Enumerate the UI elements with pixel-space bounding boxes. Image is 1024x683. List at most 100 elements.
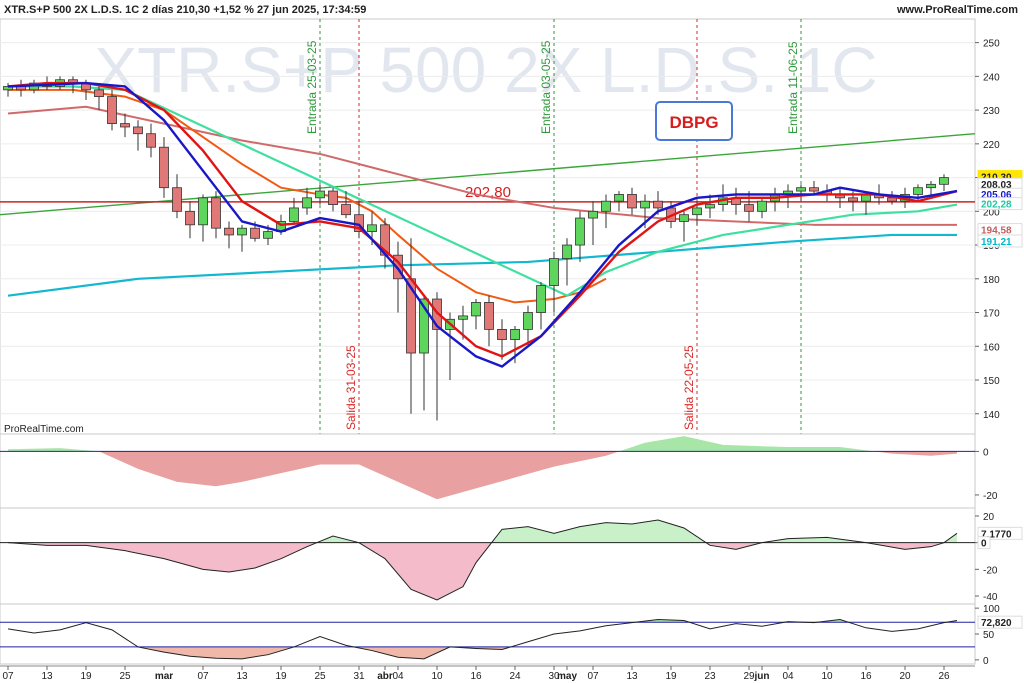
indicator-area-negative xyxy=(8,451,957,500)
indicator-line xyxy=(7,519,958,601)
candle-body[interactable] xyxy=(692,207,702,216)
dbpg-frame xyxy=(655,101,733,141)
x-axis-label: 20 xyxy=(899,671,911,682)
x-axis-label: 19 xyxy=(80,671,92,682)
price-tag-label: 202,28 xyxy=(981,200,1012,211)
candle-body[interactable] xyxy=(939,177,949,185)
candle-body[interactable] xyxy=(913,187,923,195)
candle-body[interactable] xyxy=(614,194,624,202)
candle-body[interactable] xyxy=(302,197,312,209)
indicator3-value-label: 72,820 xyxy=(981,618,1012,629)
indicator-axis-label: 50 xyxy=(983,630,995,641)
candle-body[interactable] xyxy=(315,190,325,199)
x-axis-label: 07 xyxy=(197,671,209,682)
candle-body[interactable] xyxy=(120,123,130,128)
x-axis-label: 07 xyxy=(2,671,14,682)
candle-body[interactable] xyxy=(250,227,260,239)
candle-body[interactable] xyxy=(185,210,195,226)
candle-body[interactable] xyxy=(679,214,689,222)
candle-body[interactable] xyxy=(705,204,715,209)
indicator-axis-label: -40 xyxy=(983,592,998,603)
candle-body[interactable] xyxy=(536,285,546,313)
candle-body[interactable] xyxy=(237,227,247,236)
candle-body[interactable] xyxy=(744,204,754,212)
signal-label-entrada: Entrada 03-05-25 xyxy=(539,40,553,134)
candle-body[interactable] xyxy=(406,278,416,354)
candle-body[interactable] xyxy=(497,329,507,340)
candle-body[interactable] xyxy=(328,190,338,205)
resistance-level-label: 202,80 xyxy=(465,184,511,201)
candle-body[interactable] xyxy=(653,200,663,209)
indicator-axis-label: 100 xyxy=(983,604,1000,615)
x-axis-label: mar xyxy=(155,671,173,682)
candle-body[interactable] xyxy=(549,258,559,286)
candle-body[interactable] xyxy=(263,231,273,239)
dbpg-box[interactable]: DBPG xyxy=(655,101,733,141)
candle-body[interactable] xyxy=(94,89,104,98)
candle-body[interactable] xyxy=(367,224,377,232)
candle-body[interactable] xyxy=(419,298,429,354)
candle-body[interactable] xyxy=(198,197,208,226)
ma-rose-line xyxy=(7,105,957,226)
price-axis-label: 170 xyxy=(983,309,1000,320)
price-axis-label: 250 xyxy=(983,39,1000,50)
candle-body[interactable] xyxy=(523,312,533,330)
indicator-axis-label: -20 xyxy=(983,565,998,576)
x-axis-label: 10 xyxy=(431,671,443,682)
indicator-axis-label: 0 xyxy=(983,447,989,458)
candle-body[interactable] xyxy=(926,183,936,189)
x-axis-label: 19 xyxy=(275,671,287,682)
candle-body[interactable] xyxy=(224,227,234,236)
candle-body[interactable] xyxy=(796,187,806,192)
ma-blue-line xyxy=(7,81,958,368)
candle-body[interactable] xyxy=(848,197,858,202)
candle-body[interactable] xyxy=(640,200,650,209)
candle-body[interactable] xyxy=(172,187,182,212)
candle-body[interactable] xyxy=(289,207,299,222)
candle-body[interactable] xyxy=(133,126,143,135)
candle-body[interactable] xyxy=(341,204,351,216)
indicator-area-oversold xyxy=(138,646,511,659)
indicator3-value-box xyxy=(977,615,1023,629)
candle-body[interactable] xyxy=(588,210,598,219)
credit-label: ProRealTime.com xyxy=(4,424,84,435)
price-axis-label: 180 xyxy=(983,275,1000,286)
x-axis-label: 23 xyxy=(704,671,716,682)
price-axis-label: 160 xyxy=(983,342,1000,353)
price-tag-label: 191,21 xyxy=(981,237,1012,248)
candle-body[interactable] xyxy=(432,298,442,330)
candle-body[interactable] xyxy=(458,315,468,320)
price-tag-label: 205,06 xyxy=(981,190,1012,201)
ma-cyan-line xyxy=(7,233,957,297)
price-tag-box xyxy=(977,197,1023,211)
price-axis-label: 220 xyxy=(983,140,1000,151)
candle-body[interactable] xyxy=(211,197,221,229)
signal-label-entrada: Entrada 11-06-25 xyxy=(786,41,800,134)
x-axis-label: abr xyxy=(377,671,393,682)
x-axis-label: 16 xyxy=(860,671,872,682)
x-axis-label: 26 xyxy=(938,671,950,682)
candle-body[interactable] xyxy=(627,194,637,209)
candle-body[interactable] xyxy=(510,329,520,340)
chart-header-title: XTR.S+P 500 2X L.D.S. 1C 2 días 210,30 +… xyxy=(4,4,366,16)
candle-body[interactable] xyxy=(107,96,117,124)
indicator-panel-3: 100 50 0 72,820 xyxy=(0,603,1023,667)
candle-body[interactable] xyxy=(757,200,767,212)
candle-body[interactable] xyxy=(562,244,572,259)
price-panel: XTR.S+P 500 2X L.D.S. 1C 140 150 160 170 180 1… xyxy=(0,18,1023,435)
indicator-area-positive xyxy=(316,520,957,543)
candle-body[interactable] xyxy=(809,187,819,192)
indicator2-zero-label: 0 xyxy=(981,539,987,550)
price-axis-label: 200 xyxy=(983,207,1000,218)
candle-body[interactable] xyxy=(159,146,169,189)
candle-body[interactable] xyxy=(601,200,611,212)
candle-body[interactable] xyxy=(575,217,585,246)
candle-body[interactable] xyxy=(484,302,494,330)
signal-label-salida: Salida 22-05-25 xyxy=(682,345,696,430)
site-url[interactable]: www.ProRealTime.com xyxy=(896,4,1018,16)
candle-body[interactable] xyxy=(146,133,156,148)
candle-body[interactable] xyxy=(471,302,481,317)
